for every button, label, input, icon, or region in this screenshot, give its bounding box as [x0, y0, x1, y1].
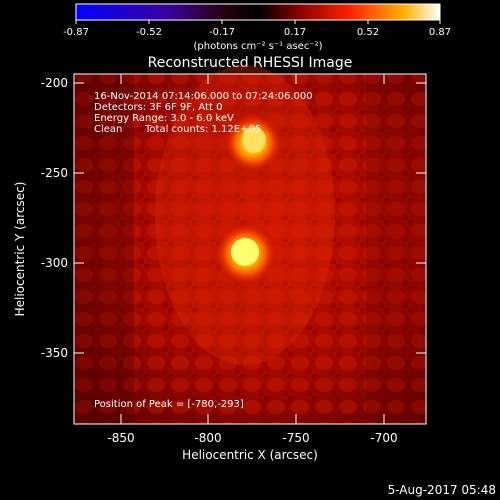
total-counts-label: Total counts: 1.12E+05	[144, 124, 261, 135]
plot-frame	[73, 73, 427, 425]
colorbar-tick-label: -0.52	[136, 27, 162, 38]
detectors-label: Detectors: 3F 6F 9F, Att 0	[94, 102, 222, 113]
colorbar-tick-label: 0.52	[357, 27, 379, 38]
y-ticks	[74, 82, 426, 354]
y-tick-label: -350	[41, 346, 68, 360]
plot-title: Reconstructed RHESSI Image	[148, 55, 353, 71]
y-axis-label: Heliocentric Y (arcsec)	[13, 182, 27, 317]
y-tick-label: -200	[41, 76, 68, 90]
x-tick-label: -800	[194, 431, 221, 445]
colorbar-tick-label: 0.17	[284, 27, 306, 38]
x-tick-label: -750	[282, 431, 309, 445]
colorbar-tick-label: -0.87	[63, 27, 89, 38]
time-range-label: 16-Nov-2014 07:14:06.000 to 07:24:06.000	[94, 91, 313, 102]
colorbar-tick-label: -0.17	[209, 27, 235, 38]
peak-position-label: Position of Peak = [-780,-293]	[94, 399, 244, 410]
y-tick-label: -300	[41, 256, 68, 270]
rhessi-image	[74, 65, 426, 424]
timestamp-label: 5-Aug-2017 05:48	[388, 483, 496, 497]
x-axis-label: Heliocentric X (arcsec)	[182, 448, 318, 462]
algorithm-label: Clean	[94, 124, 122, 135]
colorbar-unit-label: (photons cm⁻² s⁻¹ asec⁻²)	[193, 41, 322, 52]
y-tick-label: -250	[41, 166, 68, 180]
colorbar	[75, 3, 441, 21]
x-ticks	[120, 74, 385, 424]
energy-range-label: Energy Range: 3.0 - 6.0 keV	[94, 113, 234, 124]
x-tick-label: -850	[107, 431, 134, 445]
colorbar-tick-label: 0.87	[429, 27, 451, 38]
colorbar-ticks	[75, 20, 441, 24]
x-tick-label: -700	[370, 431, 397, 445]
